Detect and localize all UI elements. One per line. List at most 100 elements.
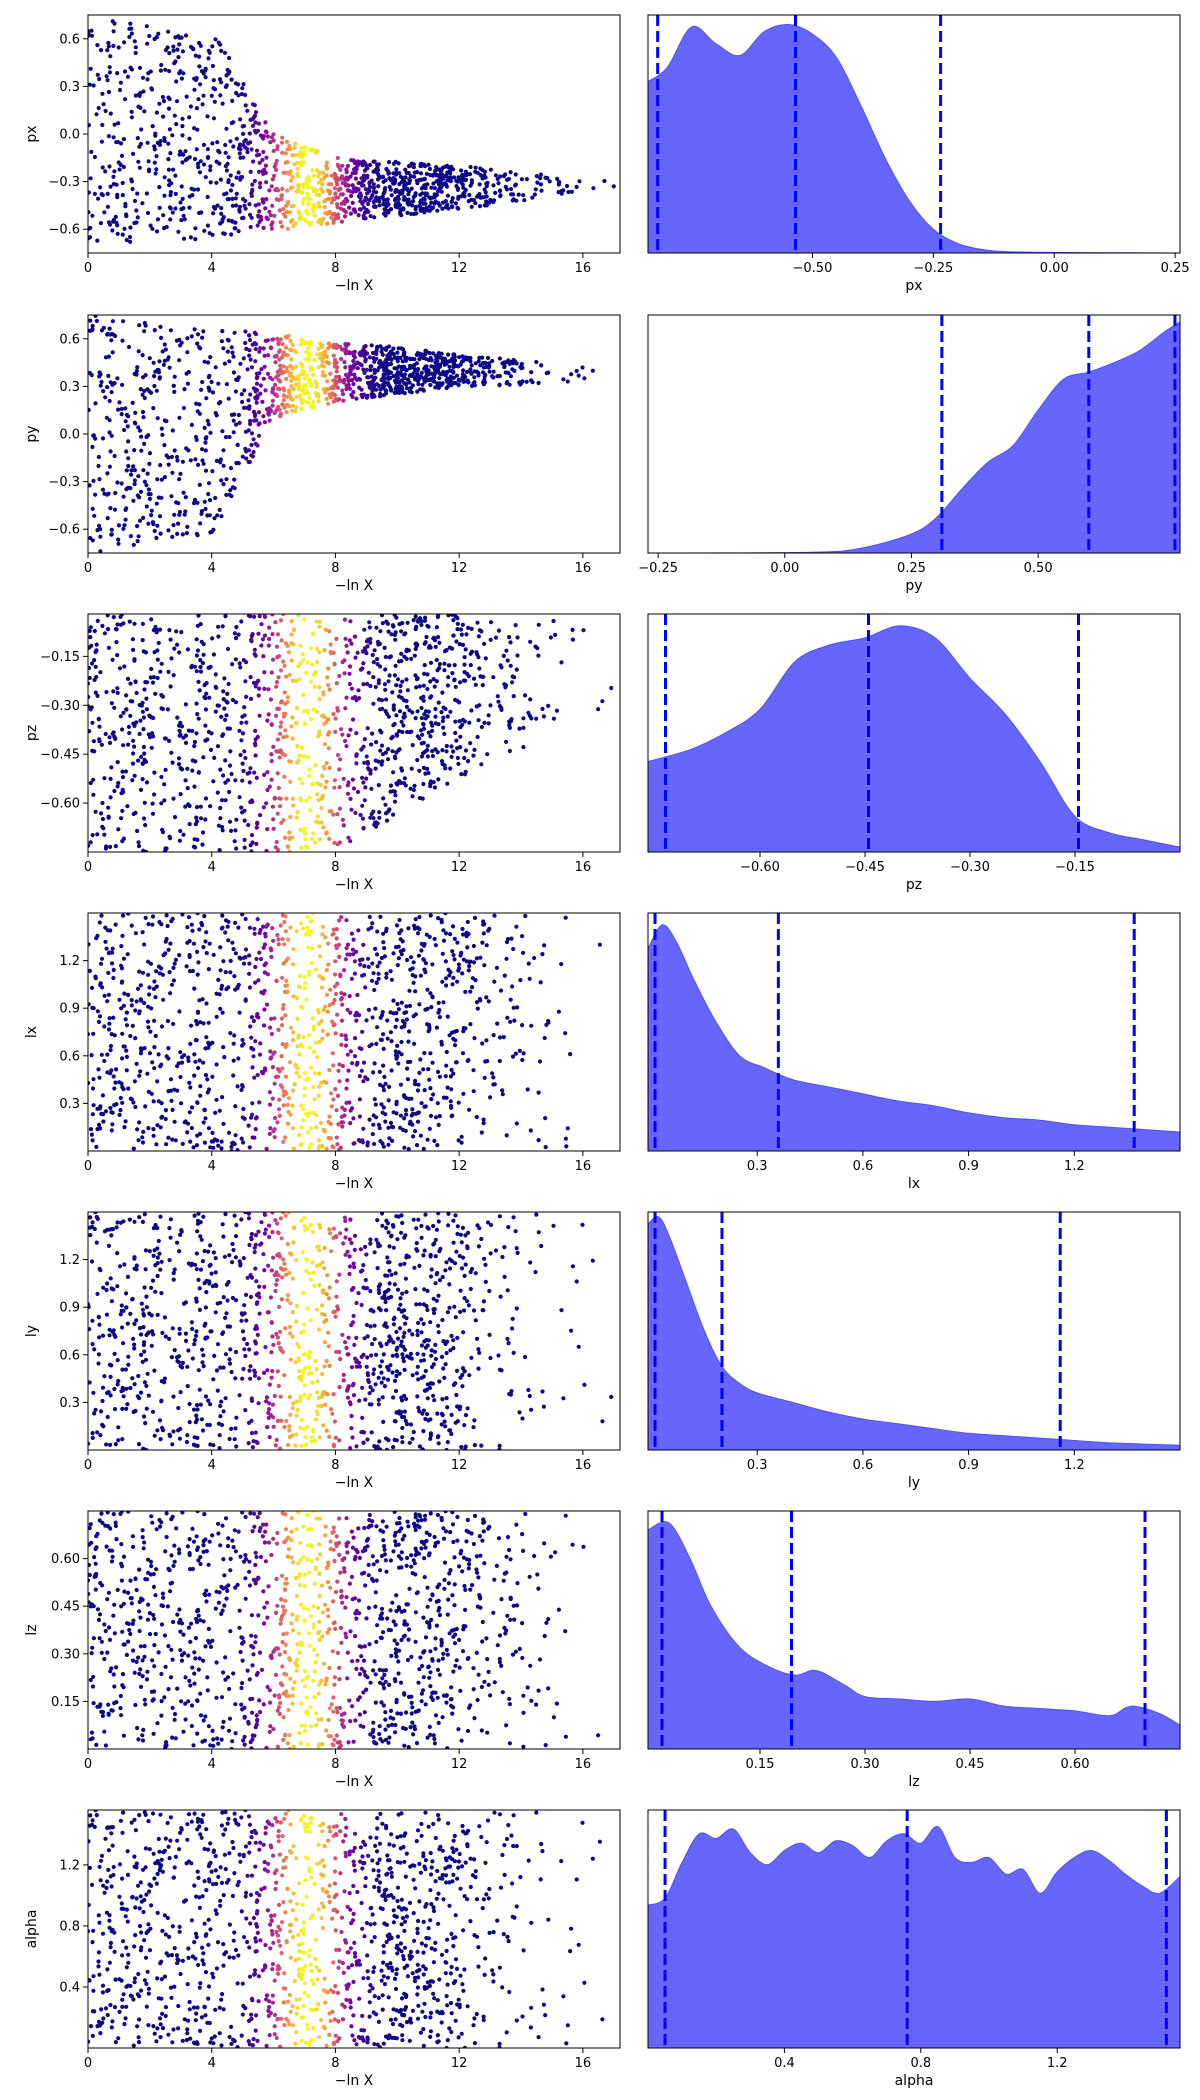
scatter-point [317,619,322,624]
scatter-point [299,163,304,168]
scatter-point [406,1147,411,1151]
scatter-point [315,792,320,797]
scatter-point [392,355,397,360]
scatter-point [117,167,122,172]
scatter-point [331,1001,336,1006]
scatter-point [195,837,200,843]
scatter-point [264,1146,269,1151]
scatter-point [432,186,437,191]
scatter-point [542,943,547,948]
scatter-point [534,174,539,179]
scatter-point [188,1041,193,1046]
scatter-point [186,1055,191,1060]
scatter-point [407,389,412,394]
scatter-point [149,745,154,750]
scatter-point [345,942,351,947]
scatter-point [253,396,258,401]
scatter-point [144,504,149,509]
scatter-point [356,688,361,693]
scatter-point [290,174,295,179]
scatter-point [386,629,391,634]
scatter-point [267,625,272,630]
scatter-point [93,690,98,695]
scatter-point [299,406,304,411]
scatter-point [261,805,266,810]
scatter-point [157,101,162,106]
scatter-point [242,713,247,718]
scatter-point [305,914,310,919]
scatter-point [227,492,232,497]
scatter-point [474,369,480,374]
scatter-point [97,920,102,925]
scatter-point [419,198,424,203]
scatter-point [343,706,348,711]
scatter-point [461,957,466,962]
scatter-point [272,410,277,416]
scatter-point [107,222,113,227]
scatter-point [436,351,441,356]
scatter-point [364,776,369,781]
scatter-point [211,652,216,657]
scatter-point [211,527,216,532]
scatter-panel-px: 0 4 8 12 160.60.30.0−0.3−0.6−ln Xpx [24,14,621,294]
scatter-point [450,924,456,929]
scatter-point [124,693,129,698]
scatter-point [301,926,306,931]
scatter-point [360,775,365,780]
scatter-point [301,1107,306,1112]
scatter-point [111,730,116,735]
scatter-point [219,205,224,211]
scatter-point [90,323,95,328]
scatter-point [396,364,401,369]
scatter-point [274,353,279,358]
scatter-point [111,689,116,694]
scatter-point [138,90,143,95]
scatter-point [239,619,244,624]
scatter-point [455,940,460,945]
scatter-point [171,44,176,49]
scatter-point [342,214,348,219]
scatter-point [468,164,473,170]
scatter-point [290,1103,295,1108]
scatter-point [372,820,378,825]
scatter-point [342,360,347,365]
scatter-point [213,495,218,501]
scatter-point [225,337,230,342]
scatter-point [590,368,595,373]
scatter-point [154,154,159,159]
scatter-point [225,726,230,731]
x-tick-label: 4 [208,261,216,276]
scatter-point [342,671,347,676]
scatter-point [121,137,126,142]
scatter-point [335,155,340,161]
scatter-point [163,848,168,852]
scatter-point [170,133,175,138]
scatter-point [372,1061,377,1066]
scatter-point [270,389,275,395]
scatter-point [469,363,474,368]
scatter-point [288,1112,293,1117]
scatter-point [88,675,92,681]
scatter-point [320,713,325,718]
scatter-point [351,358,356,364]
scatter-point [172,1087,177,1092]
scatter-point [339,915,344,920]
scatter-point [113,844,118,849]
scatter-point [296,187,301,192]
scatter-point [324,173,329,178]
scatter-point [254,825,259,830]
scatter-point [505,658,510,663]
scatter-point [251,1054,256,1059]
scatter-point [280,224,285,229]
scatter-point [237,728,242,733]
scatter-point [105,385,110,390]
scatter-point [397,931,402,936]
scatter-point [399,651,404,656]
scatter-point [331,220,336,225]
scatter-point [106,354,111,359]
scatter-point [201,1021,206,1026]
scatter-point [384,971,389,976]
scatter-point [295,744,300,749]
scatter-point [273,161,278,167]
